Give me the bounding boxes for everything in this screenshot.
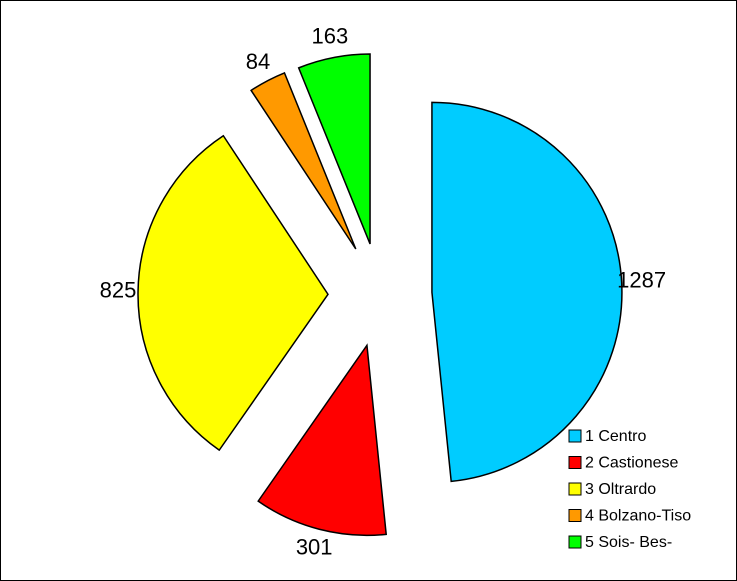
- data-label: 301: [296, 534, 333, 559]
- data-label: 84: [246, 49, 270, 74]
- legend-swatch: [568, 429, 582, 443]
- legend-label: 5 Sois- Bes-: [585, 534, 672, 551]
- legend-label: 1 Centro: [585, 428, 646, 445]
- pie-slice: [250, 71, 357, 250]
- pie-slice: [137, 134, 329, 452]
- legend-label: 2 Castionese: [585, 455, 678, 472]
- legend-swatch: [568, 535, 582, 549]
- legend-swatch: [568, 456, 582, 469]
- data-label: 825: [100, 277, 137, 302]
- legend-swatch: [568, 482, 582, 496]
- pie-slice: [257, 343, 388, 537]
- pie-slice: [297, 53, 371, 245]
- data-label: 1287: [617, 268, 666, 293]
- legend-label: 4 Bolzano-Tiso: [585, 508, 691, 525]
- legend-label: 3 Oltrardo: [585, 481, 656, 498]
- data-label: 163: [312, 24, 349, 49]
- pie-slice: [431, 101, 623, 483]
- legend-swatch: [568, 509, 582, 522]
